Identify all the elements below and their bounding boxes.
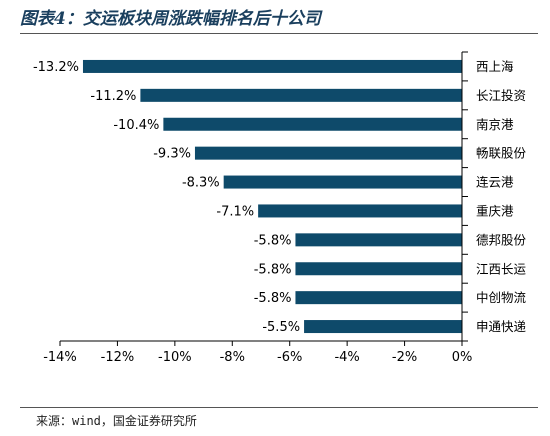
source-note: 来源：wind，国金证券研究所 xyxy=(36,414,197,428)
chart-title: 图表4：交运板块周涨跌幅排名后十公司 xyxy=(20,9,321,29)
source-divider xyxy=(20,407,538,408)
x-tick-label: -14% xyxy=(43,350,77,365)
category-label: 重庆港 xyxy=(476,203,514,218)
x-tick-label: -12% xyxy=(101,350,135,365)
bar xyxy=(223,175,462,189)
bar xyxy=(295,233,462,247)
bar xyxy=(258,204,462,218)
value-label: -10.4% xyxy=(113,118,159,133)
bar xyxy=(140,88,462,102)
category-label: 西上海 xyxy=(476,59,514,74)
category-label: 南京港 xyxy=(476,117,514,132)
value-label: -13.2% xyxy=(33,60,79,75)
value-label: -9.3% xyxy=(153,147,191,162)
x-tick-label: -10% xyxy=(158,350,192,365)
category-label: 中创物流 xyxy=(476,290,527,305)
bar xyxy=(304,320,462,334)
bar xyxy=(82,59,462,73)
bar xyxy=(295,262,462,276)
value-label: -7.1% xyxy=(216,204,254,219)
category-label: 申通快递 xyxy=(476,319,527,334)
category-label: 长江投资 xyxy=(476,88,526,103)
category-label: 连云港 xyxy=(476,175,514,190)
x-tick-label: -6% xyxy=(277,350,302,365)
bar xyxy=(295,291,462,305)
bar xyxy=(163,117,462,131)
category-label: 德邦股份 xyxy=(476,232,527,247)
value-label: -8.3% xyxy=(182,176,220,191)
value-label: -5.8% xyxy=(254,233,292,248)
x-tick-label: -4% xyxy=(334,350,359,365)
x-tick-label: -8% xyxy=(220,350,245,365)
x-tick-label: 0% xyxy=(452,350,473,365)
bar xyxy=(194,146,462,160)
category-label: 江西长运 xyxy=(476,261,527,276)
value-label: -11.2% xyxy=(90,89,136,104)
x-tick-label: -2% xyxy=(392,350,417,365)
value-label: -5.5% xyxy=(262,320,300,335)
value-label: -5.8% xyxy=(254,262,292,277)
category-label: 畅联股份 xyxy=(476,146,527,161)
value-label: -5.8% xyxy=(254,291,292,306)
title-divider xyxy=(20,33,538,34)
